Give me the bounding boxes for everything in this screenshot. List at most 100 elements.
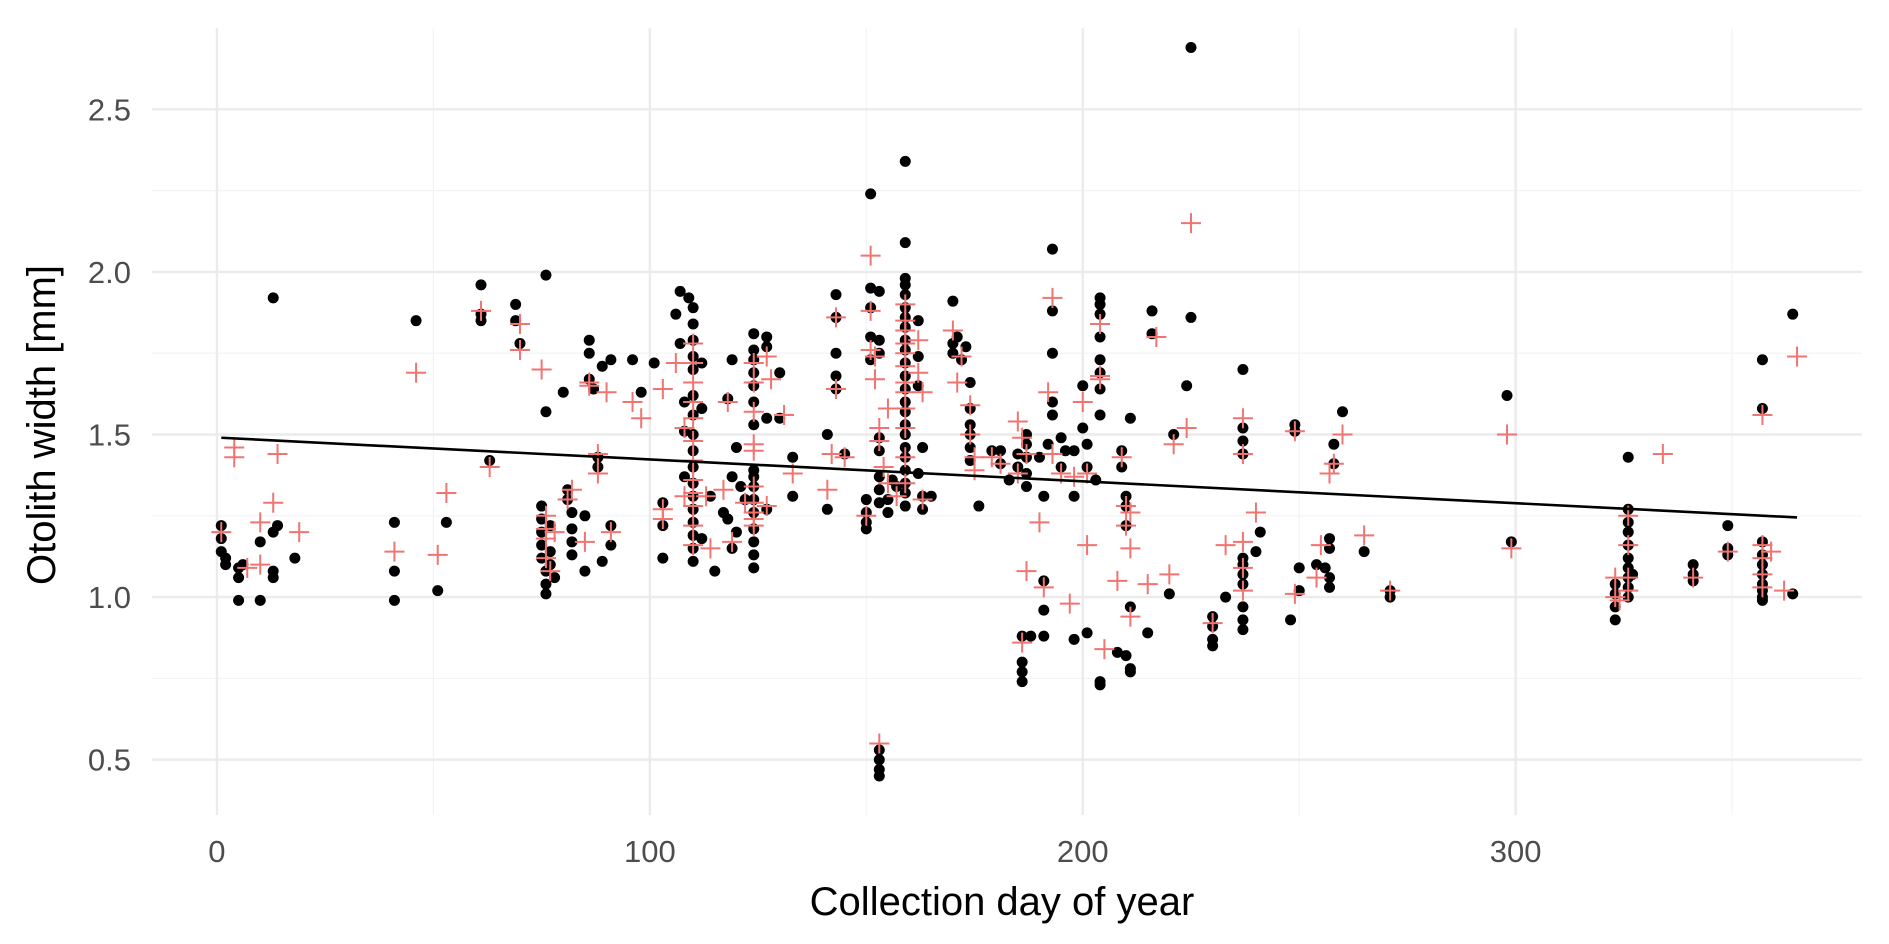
observed-point bbox=[1328, 438, 1340, 450]
observed-point bbox=[566, 507, 578, 519]
predicted-point bbox=[509, 313, 530, 334]
observed-point bbox=[912, 350, 924, 362]
observed-point bbox=[830, 347, 842, 359]
observed-point bbox=[761, 412, 773, 424]
predicted-point bbox=[756, 346, 777, 367]
predicted-point bbox=[1245, 502, 1266, 523]
y-tick-label: 1.5 bbox=[88, 418, 131, 453]
observed-point bbox=[220, 559, 232, 571]
predicted-point bbox=[826, 378, 846, 399]
predicted-point bbox=[1137, 574, 1158, 595]
observed-point bbox=[873, 285, 885, 297]
predicted-point bbox=[743, 515, 764, 536]
observed-point bbox=[254, 536, 266, 548]
observed-point bbox=[696, 533, 708, 545]
predicted-point bbox=[1120, 606, 1141, 627]
observed-point bbox=[865, 282, 877, 294]
predicted-point bbox=[1120, 538, 1141, 559]
observed-point bbox=[289, 552, 301, 564]
observed-point bbox=[1254, 526, 1266, 538]
predicted-point bbox=[1016, 444, 1037, 465]
observed-point bbox=[1094, 679, 1106, 691]
predicted-point bbox=[1306, 567, 1327, 588]
observed-point bbox=[1185, 311, 1197, 323]
predicted-point bbox=[1717, 541, 1738, 562]
predicted-point bbox=[951, 346, 972, 367]
observed-point bbox=[1094, 354, 1106, 366]
observed-point bbox=[873, 770, 885, 782]
observed-point bbox=[605, 354, 617, 366]
observed-point bbox=[1046, 347, 1058, 359]
observed-point bbox=[722, 513, 734, 525]
predicted-point bbox=[1029, 512, 1050, 533]
observed-point bbox=[657, 552, 669, 564]
predicted-point bbox=[1332, 424, 1353, 445]
observed-point bbox=[1068, 445, 1080, 457]
predicted-point bbox=[1120, 502, 1141, 523]
observed-point bbox=[1059, 445, 1071, 457]
observed-point bbox=[1622, 552, 1634, 564]
predicted-point bbox=[860, 300, 881, 321]
predicted-point bbox=[860, 245, 881, 266]
observed-point bbox=[410, 315, 422, 327]
predicted-point bbox=[1232, 531, 1253, 552]
observed-point bbox=[683, 292, 695, 304]
predicted-point bbox=[869, 431, 890, 452]
predicted-point bbox=[1232, 408, 1253, 429]
predicted-point bbox=[1012, 632, 1033, 653]
observed-point bbox=[860, 523, 872, 535]
predicted-point bbox=[1007, 411, 1028, 432]
predicted-point bbox=[700, 538, 721, 559]
observed-point bbox=[627, 354, 639, 366]
observed-point bbox=[774, 367, 786, 379]
predicted-point bbox=[683, 431, 704, 452]
observed-point bbox=[1038, 630, 1050, 642]
observed-point bbox=[730, 442, 742, 454]
observed-point bbox=[899, 237, 911, 249]
observed-point bbox=[1722, 520, 1734, 532]
observed-point bbox=[432, 585, 444, 597]
predicted-point bbox=[908, 330, 929, 351]
observed-point bbox=[787, 451, 799, 463]
observed-point bbox=[964, 442, 976, 454]
observed-point bbox=[1237, 601, 1249, 613]
predicted-point bbox=[1323, 453, 1344, 474]
observed-point bbox=[696, 402, 708, 414]
observed-point bbox=[973, 500, 985, 512]
predicted-point bbox=[1380, 580, 1401, 601]
predicted-point bbox=[587, 444, 608, 465]
predicted-point bbox=[960, 395, 981, 416]
observed-point bbox=[1311, 559, 1323, 571]
observed-point bbox=[748, 344, 760, 356]
predicted-point bbox=[665, 352, 686, 373]
observed-point bbox=[709, 565, 721, 577]
observed-point bbox=[1033, 451, 1045, 463]
observed-point bbox=[605, 539, 617, 551]
observed-point bbox=[1038, 490, 1050, 502]
predicted-point bbox=[1284, 421, 1305, 442]
predicted-point bbox=[427, 544, 448, 565]
observed-point bbox=[830, 370, 842, 382]
predicted-point bbox=[1090, 313, 1111, 334]
observed-point bbox=[882, 507, 894, 519]
predicted-point bbox=[683, 408, 704, 429]
observed-point bbox=[388, 516, 400, 528]
observed-point bbox=[1622, 451, 1634, 463]
observed-point bbox=[540, 406, 552, 418]
observed-point bbox=[388, 594, 400, 606]
predicted-point bbox=[544, 522, 565, 543]
observed-point bbox=[964, 376, 976, 388]
predicted-point bbox=[622, 391, 643, 412]
observed-point bbox=[536, 539, 548, 551]
observed-point bbox=[873, 484, 885, 496]
predicted-point bbox=[267, 444, 288, 465]
observed-point bbox=[1337, 406, 1349, 418]
observed-point bbox=[540, 588, 552, 600]
predicted-point bbox=[895, 398, 916, 419]
predicted-point bbox=[1059, 593, 1080, 614]
predicted-point bbox=[864, 346, 885, 367]
x-tick-label: 0 bbox=[208, 834, 225, 869]
observed-point bbox=[748, 562, 760, 574]
predicted-point bbox=[756, 496, 777, 517]
predicted-point bbox=[631, 408, 652, 429]
